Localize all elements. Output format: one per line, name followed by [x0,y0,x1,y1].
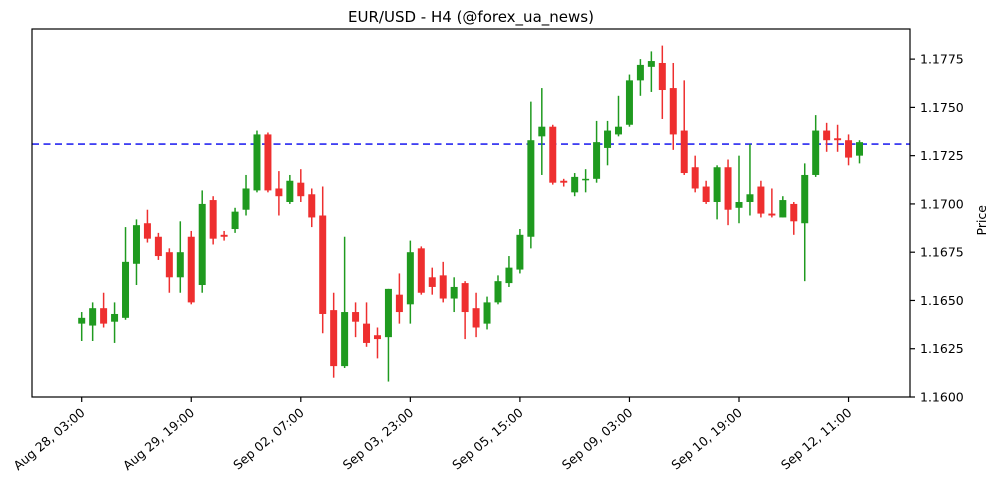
candle-body-down [669,88,677,135]
candle-body-down [834,138,842,141]
candle-body-down [680,130,688,174]
candle-body-up [483,302,491,324]
candle-body-down [220,234,228,237]
y-tick-label: 1.1750 [920,100,964,115]
candle-body-up [779,200,787,218]
candle-body-up [406,252,414,305]
candle-body-up [89,308,97,326]
candle-body-down [724,167,732,210]
candle-body-down [154,236,162,257]
y-tick-label: 1.1700 [920,196,964,211]
candle-body-up [713,167,721,202]
x-tick-label: Sep 03, 23:00 [340,405,417,473]
y-tick-label: 1.1675 [920,245,964,260]
candle-body-down [691,167,699,189]
candle-body-down [143,223,151,239]
candle-body-down [330,310,338,367]
candle-body-down [845,140,853,158]
candle-body-down [209,200,217,239]
candle-body-down [275,188,283,197]
y-tick-label: 1.1775 [920,52,964,67]
candle-body-down [187,236,195,303]
candle-body-up [231,211,239,230]
candle-body-down [549,126,557,183]
candle-body-up [450,286,458,299]
candle-body-down [352,312,360,322]
candle-body-up [198,203,206,286]
x-tick-label: Sep 05, 15:00 [449,405,526,473]
candle-body-up [571,176,579,193]
x-tick-label: Sep 10, 19:00 [668,405,745,473]
y-tick-label: 1.1600 [920,390,964,405]
candle-body-down [264,134,272,191]
plot-border [31,28,911,398]
y-tick-label: 1.1650 [920,293,964,308]
candle-body-down [768,213,776,216]
candle-body-up [604,130,612,148]
candle-body-up [505,267,513,284]
candle-body-up [132,225,140,264]
x-tick-label: Aug 28, 03:00 [10,405,87,473]
chart-title: EUR/USD - H4 (@forex_ua_news) [348,8,594,26]
candle-body-up [527,140,535,237]
candle-body-up [341,312,349,367]
candle-body-up [122,261,130,318]
candle-body-up [111,313,119,322]
candle-body-up [384,288,392,338]
x-tick-label: Aug 29, 19:00 [120,405,197,473]
candle-body-up [636,64,644,81]
candle-body-up [253,134,261,191]
candle-body-down [560,180,568,183]
x-tick-label: Sep 12, 11:00 [778,405,855,473]
candle-body-up [735,201,743,208]
candle-body-up [593,142,601,179]
candle-body-up [647,61,655,67]
candle-body-up [614,126,622,135]
candle-body-up [746,194,754,202]
candle-body-up [582,178,590,181]
candle-body-down [363,323,371,343]
candle-body-down [395,294,403,313]
candle-body-up [856,142,864,156]
candle-body-up [286,180,294,202]
candle-body-down [428,277,436,287]
candle-body-down [297,182,305,197]
candle-body-up [812,130,820,175]
candle-body-up [494,281,502,303]
candle-body-down [823,130,831,141]
candle-body-down [100,308,108,324]
candle-body-down [461,283,469,313]
candle-body-down [308,194,316,218]
x-tick-label: Sep 09, 03:00 [559,405,636,473]
candle-body-up [801,174,809,224]
candle-body-down [472,308,480,328]
candle-body-down [165,252,173,278]
candle-body-down [658,62,666,91]
candle-body-down [790,203,798,222]
y-tick-label: 1.1625 [920,341,964,356]
x-tick-label: Sep 02, 07:00 [230,405,307,473]
candle-body-up [538,126,546,137]
candle-body-down [373,335,381,340]
candle-body-up [176,252,184,278]
candle-body-up [516,234,524,270]
candle-body-down [702,186,710,202]
candle-body-down [319,215,327,314]
candle-body-up [78,317,86,324]
candle-body-up [242,188,250,210]
candle-body-down [417,248,425,293]
candle-body-up [625,80,633,125]
y-axis-label: Price [973,205,989,236]
candle-body-down [757,186,765,214]
y-tick-label: 1.1725 [920,148,964,163]
candle-body-down [439,275,447,299]
